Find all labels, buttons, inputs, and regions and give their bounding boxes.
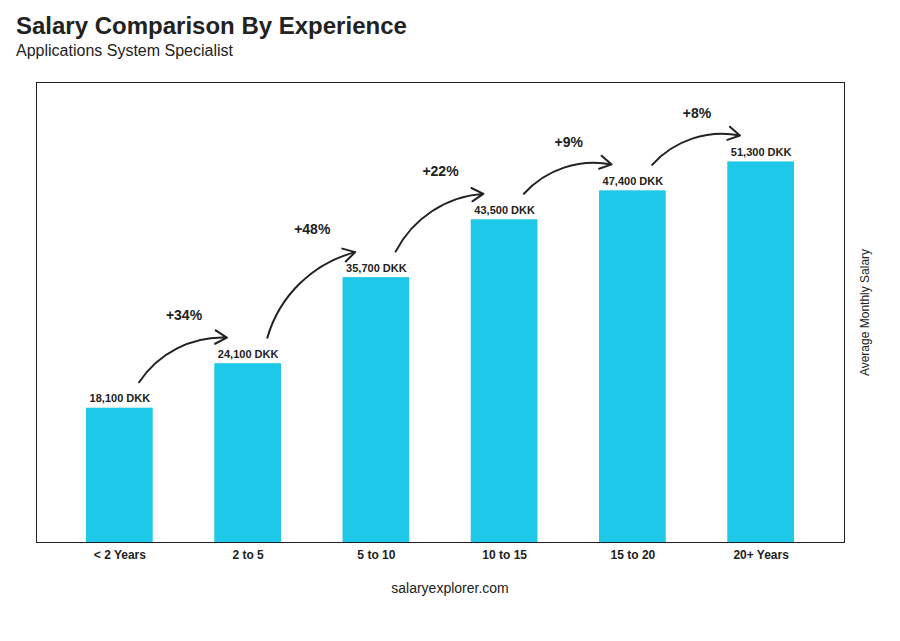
svg-text:20+ Years: 20+ Years: [733, 548, 789, 562]
svg-text:+8%: +8%: [683, 105, 712, 121]
html-text:Salary Comparison By Experienc: Salary Comparison By Experience: [16, 12, 407, 39]
svg-text:47,400 DKK: 47,400 DKK: [603, 175, 664, 187]
svg-text:15 to 20: 15 to 20: [611, 548, 656, 562]
svg-text:< 2 Years: < 2 Years: [94, 548, 146, 562]
svg-text:43,500 DKK: 43,500 DKK: [474, 204, 535, 216]
svg-text:+22%: +22%: [422, 163, 459, 179]
html-text:salaryexplorer.com: salaryexplorer.com: [391, 580, 509, 596]
svg-text:10 to 15: 10 to 15: [482, 548, 527, 562]
svg-text:35,700 DKK: 35,700 DKK: [346, 262, 407, 274]
svg-text:5 to 10: 5 to 10: [357, 548, 395, 562]
svg-text:+34%: +34%: [166, 307, 203, 323]
svg-text:Average Monthly Salary: Average Monthly Salary: [858, 249, 872, 376]
svg-text:24,100 DKK: 24,100 DKK: [218, 348, 279, 360]
svg-text:2 to 5: 2 to 5: [232, 548, 264, 562]
svg-text:+9%: +9%: [555, 134, 584, 150]
svg-text:18,100 DKK: 18,100 DKK: [90, 392, 151, 404]
svg-text:+48%: +48%: [294, 221, 331, 237]
svg-text:51,300 DKK: 51,300 DKK: [731, 146, 792, 158]
html-text:Applications System Specialist: Applications System Specialist: [16, 42, 233, 59]
